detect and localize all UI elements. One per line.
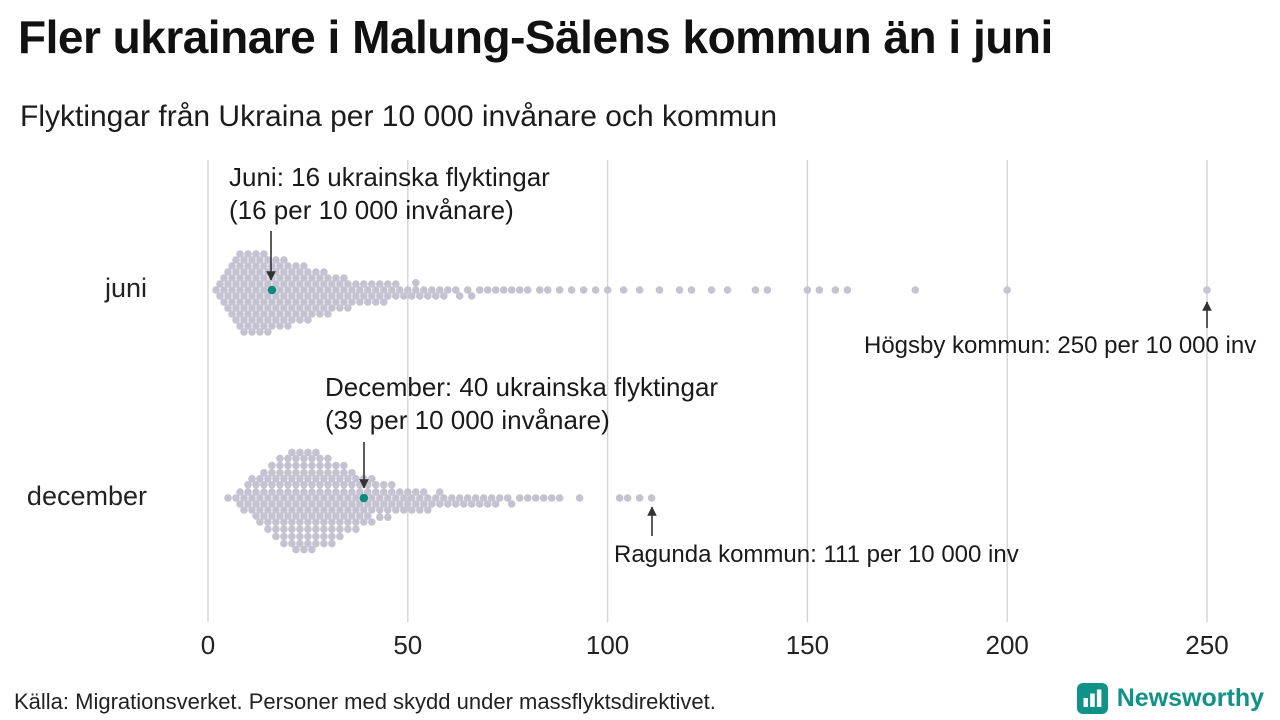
- annotation-juni-line2: (16 per 10 000 invånare): [229, 194, 514, 225]
- annotation-juni: Juni: 16 ukrainska flyktingar (16 per 10…: [229, 161, 550, 226]
- chart-title: Fler ukrainare i Malung-Sälens kommun än…: [18, 11, 1053, 63]
- x-tick-label: 50: [393, 630, 423, 660]
- gridlines: [207, 160, 1208, 622]
- newsworthy-logo-icon: [1076, 683, 1108, 714]
- annotation-december-line2: (39 per 10 000 invånare): [325, 404, 610, 435]
- x-tick-label: 250: [1185, 630, 1229, 660]
- row-label-juni: juni: [104, 273, 147, 303]
- brand-lockup: Newsworthy: [1076, 683, 1264, 714]
- annotation-juni-line1: Juni: 16 ukrainska flyktingar: [229, 162, 550, 192]
- highlight-dot: [359, 493, 369, 503]
- row-label-december: december: [26, 481, 147, 511]
- beeswarm-dots: [212, 250, 1211, 554]
- annotation-december-line1: December: 40 ukrainska flyktingar: [325, 372, 719, 402]
- chart-subtitle: Flyktingar från Ukraina per 10 000 invån…: [20, 100, 778, 133]
- x-tick-label: 150: [785, 630, 830, 660]
- highlight-dot: [267, 285, 277, 295]
- x-tick-label: 200: [985, 630, 1029, 660]
- annotation-arrows: [266, 231, 1212, 536]
- x-tick-label: 100: [585, 630, 630, 660]
- annotation-ragunda: Ragunda kommun: 111 per 10 000 inv: [614, 541, 1019, 568]
- annotation-december: December: 40 ukrainska flyktingar (39 pe…: [325, 371, 718, 436]
- source-note: Källa: Migrationsverket. Personer med sk…: [14, 689, 716, 714]
- x-tick-label: 0: [200, 630, 216, 660]
- brand-name: Newsworthy: [1116, 684, 1264, 712]
- annotation-hogsby: Högsby kommun: 250 per 10 000 inv: [864, 332, 1257, 359]
